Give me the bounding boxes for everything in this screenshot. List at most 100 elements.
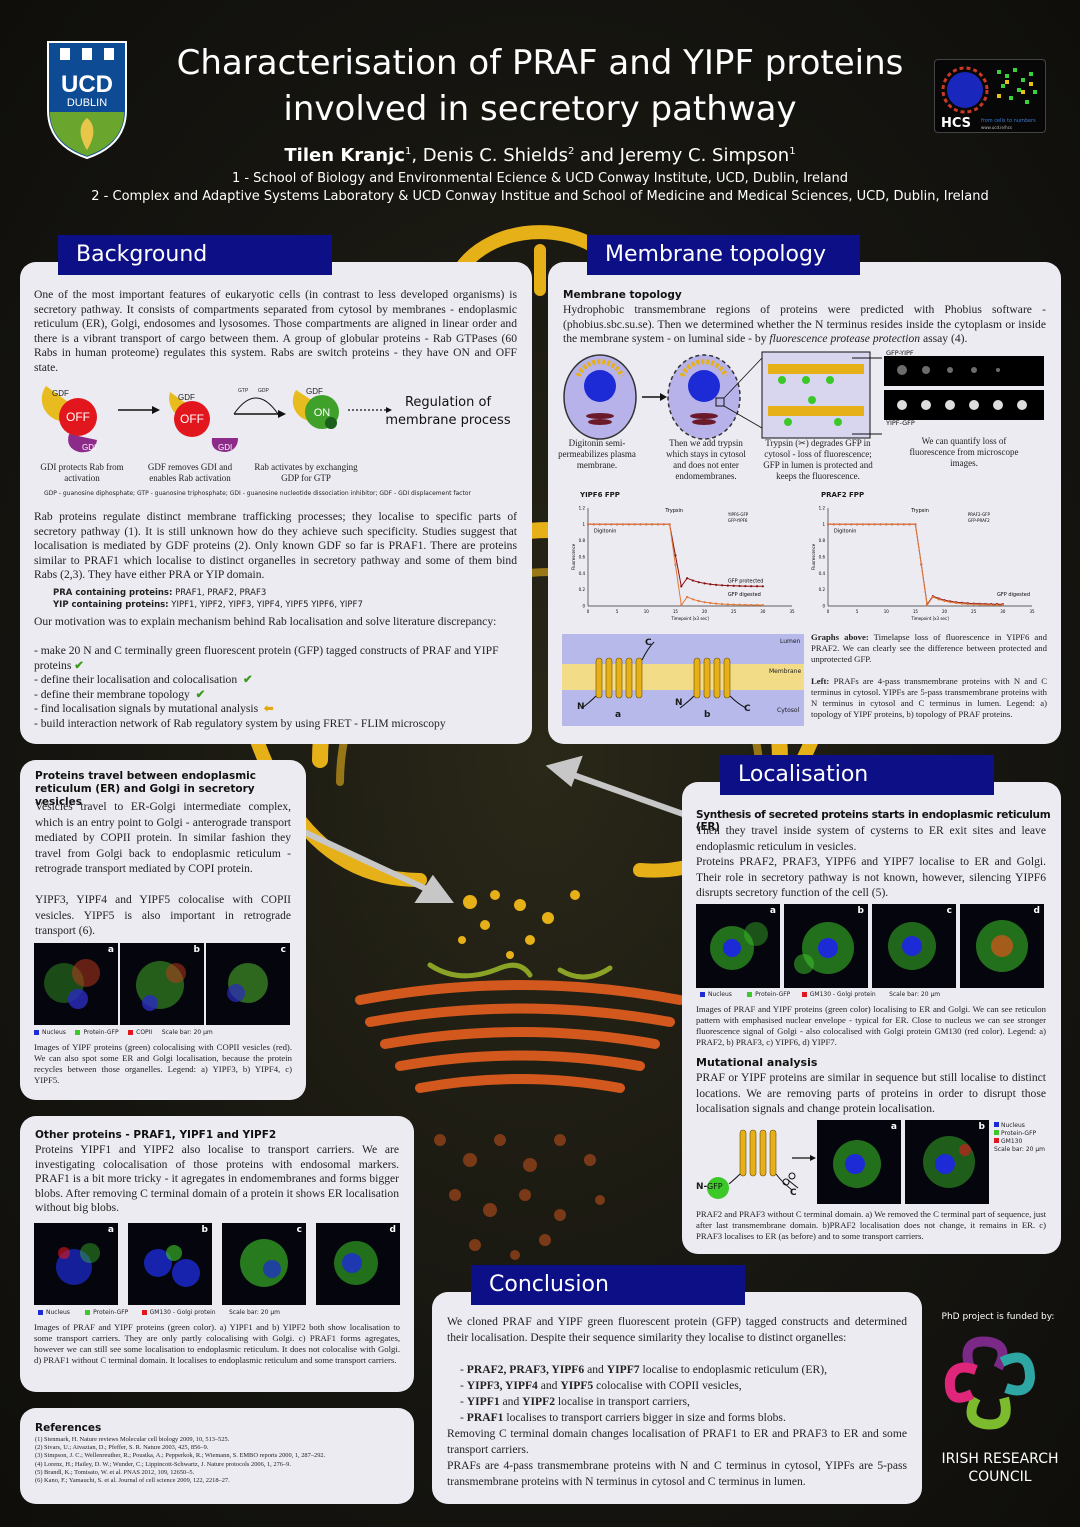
gdp-label: GDP [258,388,270,394]
x-tick-label: 25 [971,609,977,614]
gdf-label-2: GDF [178,393,195,402]
background-intro: One of the most important features of eu… [34,288,517,374]
other-label-b: b [201,1225,208,1235]
loc-label-d: d [1033,906,1040,916]
loc-image-a: a [696,904,780,988]
legend-scale: Scale bar: 20 µm [228,1309,281,1316]
gfp-digested-label: GFP digested [997,592,1030,598]
x-tick-label: 20 [942,609,948,614]
x-tick-label: 25 [731,609,737,614]
rab-off-icon [59,398,97,436]
digitonin-label: Digitonin [594,529,617,535]
background-panel: One of the most important features of eu… [20,262,532,744]
regulation-label: Regulation of membrane process [385,395,511,428]
series-line [828,523,1003,606]
gfp-digested-label: GFP digested [728,592,761,598]
loc-caption: Images of PRAF and YIPF proteins (green … [696,1004,1046,1047]
title-line-2: involved in secretory pathway [283,89,797,129]
y-tick-label: 0.4 [579,571,586,576]
author-2-sup: 2 [567,146,575,157]
legend-nucleus: Nucleus [700,991,732,998]
background-heading: Background [58,235,332,275]
x-tick-label: 30 [1000,609,1006,614]
other-image-b: b [128,1223,212,1305]
hcs-label: HCS [941,116,972,131]
x-tick-label: 5 [856,609,859,614]
gdi-label-2: GDI [218,443,232,452]
objective-text-1: - make 20 N and C terminally green fluor… [34,644,499,672]
title-line-1: Characterisation of PRAF and YIPF protei… [176,43,904,83]
funding-org-line1: IRISH RESEARCH [941,1451,1059,1467]
mut-image-a: a [817,1120,901,1204]
authors: Tilen Kranjc1, Denis C. Shields2 and Jer… [150,145,930,166]
objective-text-3: - define their membrane topology [34,687,190,701]
objective-text-4: - find localisation signals by mutationa… [34,702,259,716]
objective-item: - define their localisation and colocali… [34,673,517,688]
conclusion-p2: Removing C terminal domain changes local… [447,1427,907,1456]
diag-legend: GDP - guanosine diphosphate; GTP - guano… [44,490,471,497]
funding-label: PhD project is funded by: [941,1312,1055,1322]
svg-text:DUBLIN: DUBLIN [67,97,107,109]
objective-text-2: - define their localisation and colocali… [34,673,238,687]
loc-image-d: d [960,904,1044,988]
reference-item: (3) Simpson, J. C.; Wellenreuther, R.; P… [35,1452,326,1460]
loc-label-c: c [946,906,952,916]
gfp-yipf-label: GFP-YIPF [886,349,914,357]
x-tick-label: 15 [913,609,919,614]
trypsin-label: Trypsin [910,508,929,514]
localisation-panel: Synthesis of secreted proteins starts in… [682,782,1061,1254]
graphs-caption: Graphs above: Timelapse loss of fluoresc… [811,632,1047,665]
y-tick-label: 0.8 [579,538,586,543]
mutational-p: PRAF or YIPF proteins are similar in seq… [696,1071,1046,1115]
affiliation-2: 2 - Complex and Adaptive Systems Laborat… [91,189,989,204]
x-tick-label: 0 [827,609,830,614]
conclusion-heading: Conclusion [471,1265,745,1305]
copii-legend: Nucleus Protein-GFP COPII Scale bar: 20 … [34,1029,213,1036]
loc-legend: Nucleus Protein-GFP GM130 - Golgi protei… [700,991,940,998]
loc-label-b: b [857,906,864,916]
left-caption-bold: Left: [811,676,830,686]
graph1-title: YIPF6 FPP [580,491,620,499]
conclusion-panel: We cloned PRAF and YIPF green fluorescen… [432,1292,922,1504]
membrane-label: Membrane [769,668,802,675]
irc-logo-icon [944,1336,1036,1430]
svg-text:UCD: UCD [61,71,113,98]
objective-item: - find localisation signals by mutationa… [34,702,517,717]
diag-caption-1: GDI protects Rab from activation [40,462,124,483]
trypsin-label: Trypsin [664,508,683,514]
diag-caption-2: GDF removes GDI and enables Rab activati… [147,462,233,483]
graph2-title: PRAF2 FPP [821,491,865,499]
legend-gm130: GM130 - Golgi protein [801,991,876,998]
topology-intro-a: Hydrophobic transmembrane regions of pro… [563,303,1046,346]
pra-label: PRA containing proteins: [53,588,173,598]
lumen-label: Lumen [780,638,801,645]
off-label-1: OFF [66,410,90,424]
scissors-icon [782,1172,799,1189]
rab-off-icon-2 [174,401,210,437]
yipf-gfp-label: YIPF-GFP [886,419,915,427]
arrow-left-icon: ⬅ [263,702,274,716]
localisation-p1: Then they travel inside system of cyster… [696,824,1046,853]
legend-series-b: GFP-PRAF2 [968,518,990,523]
copii-label-c: c [280,945,286,955]
er-golgi-p2: YIPF3, YIPF4 and YIPF5 colocalise with C… [35,894,291,937]
legend-nucleus: Nucleus [34,1029,66,1036]
y-tick-label: 1 [822,522,825,527]
y-tick-label: 0.2 [579,587,586,592]
y-tick-label: 0 [582,604,585,609]
x-tick-label: 10 [884,609,890,614]
y-tick-label: 0.6 [579,555,586,560]
graphs-caption-text: Timelapse loss of fluorescence in YIPF6 … [811,632,1047,664]
other-title: Other proteins - PRAF1, YIPF1 and YIPF2 [35,1129,277,1141]
loc-label-a: a [769,906,776,916]
y-tick-label: 1.2 [579,506,586,511]
check-icon: ✔ [74,658,84,672]
legend-protein-gfp: Protein-GFP [747,991,790,998]
legend-protein-gfp: Protein-GFP [994,1130,1045,1138]
legend-gm130: GM130 - Golgi protein [141,1309,216,1316]
er-golgi-panel: Proteins travel between endoplasmic reti… [20,760,306,1100]
diag-caption-3: Rab activates by exchanging GDP for GTP [254,462,358,483]
left-caption: Left: PRAFs are 4-pass transmembrane pro… [811,676,1047,720]
references-list: (1) Stenmark, H. Nature reviews Molecula… [35,1436,407,1485]
fpp-assay-diagram [563,351,1044,440]
